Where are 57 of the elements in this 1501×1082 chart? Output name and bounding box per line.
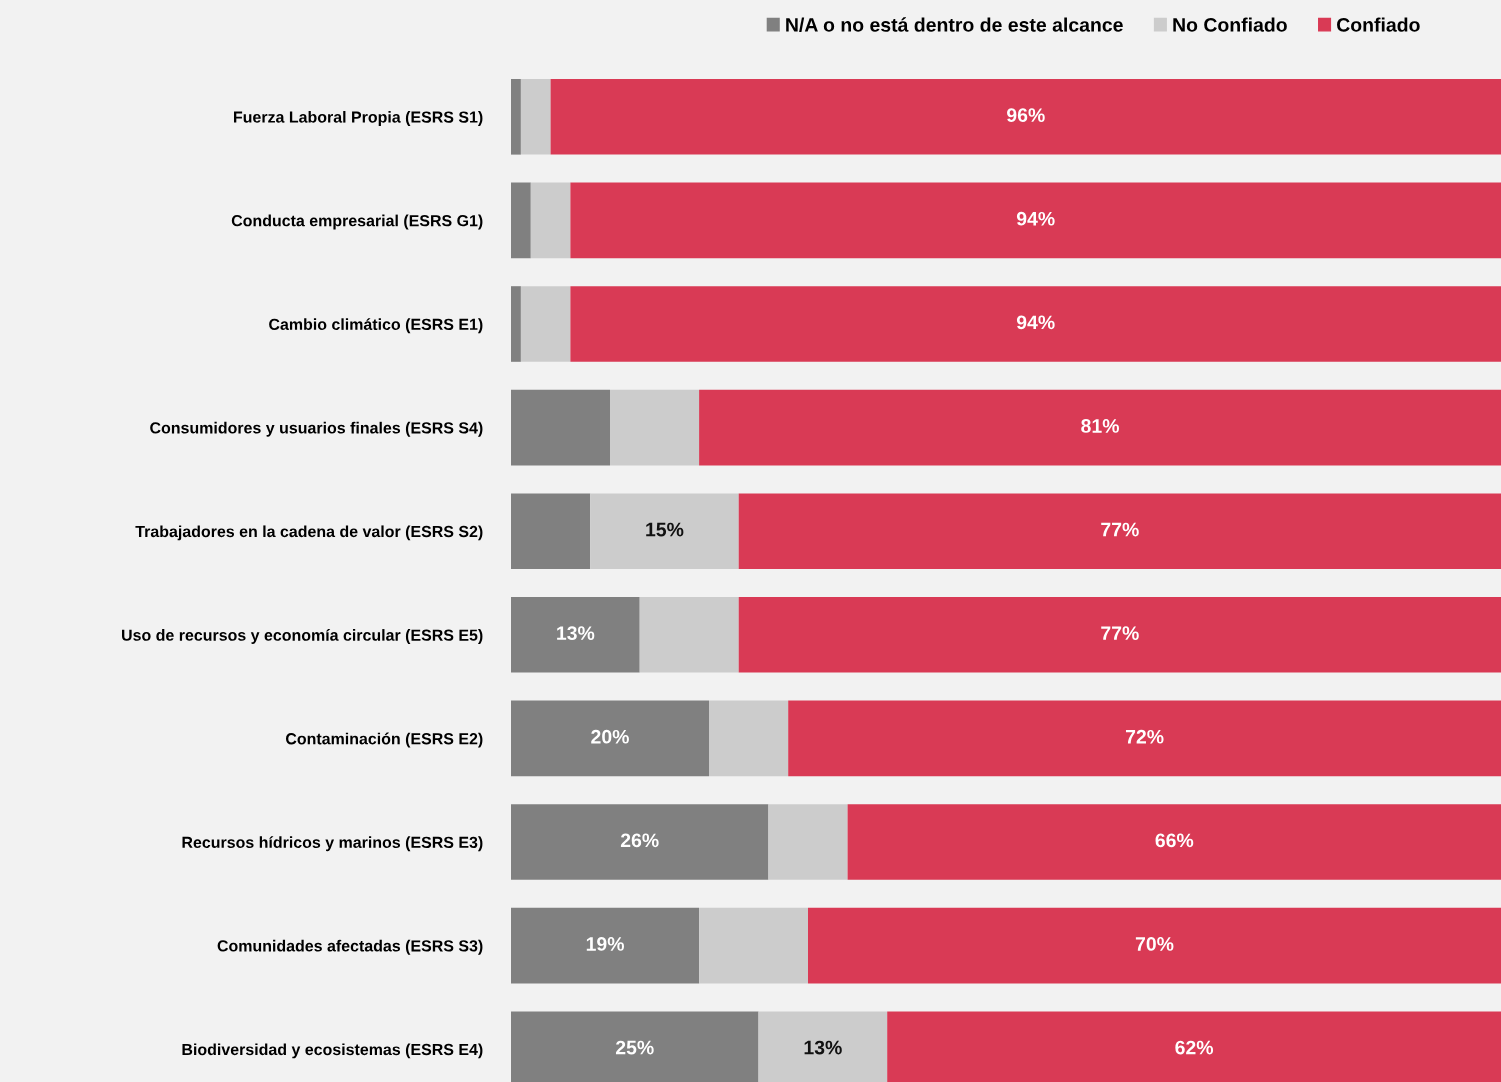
data-label: 62% xyxy=(1175,1040,1214,1055)
data-label: 70% xyxy=(1135,937,1174,951)
y-tick-label: Comunidades afectadas (ESRS S3) xyxy=(217,939,483,955)
data-label: 19% xyxy=(586,937,624,951)
bar xyxy=(709,700,789,777)
bar xyxy=(570,286,1501,362)
bar xyxy=(530,182,571,259)
bar xyxy=(520,78,551,155)
bar xyxy=(520,286,571,362)
data-label: 72% xyxy=(1125,729,1164,744)
bar xyxy=(511,182,531,259)
y-tick-label: Biodiversidad y ecosistemas (ESRS E4) xyxy=(182,1043,483,1059)
data-label: 20% xyxy=(591,729,629,744)
y-tick-label: Cambio climático (ESRS E1) xyxy=(269,318,483,334)
data-label: 94% xyxy=(1016,211,1055,226)
bar xyxy=(511,286,521,362)
bar xyxy=(847,804,1501,880)
data-label: 26% xyxy=(620,833,659,848)
bar xyxy=(511,78,521,155)
y-tick-label: Recursos hídricos y marinos (ESRS E3) xyxy=(182,836,483,852)
bar xyxy=(699,907,808,984)
data-label: 66% xyxy=(1155,833,1194,848)
bar xyxy=(511,389,610,466)
bar xyxy=(738,493,1501,570)
data-label: 94% xyxy=(1016,315,1055,330)
data-label: 15% xyxy=(646,522,684,537)
bar xyxy=(511,700,709,777)
data-label: 77% xyxy=(1101,522,1139,537)
data-label: 13% xyxy=(804,1040,842,1055)
bar xyxy=(570,182,1501,259)
bar xyxy=(699,389,1501,466)
legend-label: Confiado xyxy=(1337,17,1420,32)
bar xyxy=(738,596,1501,673)
legend-label: N/A o no está dentro de este alcance xyxy=(786,17,1123,32)
bar xyxy=(590,493,739,570)
y-tick-label: Contaminación (ESRS E2) xyxy=(285,732,483,748)
data-label: 81% xyxy=(1081,419,1119,433)
y-tick-label: Uso de recursos y economía circular (ESRS E5) xyxy=(122,628,483,644)
bar xyxy=(768,804,848,880)
data-label: 13% xyxy=(557,626,595,641)
data-label: 96% xyxy=(1007,108,1045,123)
bar xyxy=(511,596,640,673)
bar xyxy=(610,389,700,466)
data-label: 77% xyxy=(1101,626,1139,640)
bar xyxy=(511,907,700,984)
legend-label: No Confiado xyxy=(1173,17,1287,32)
bar xyxy=(808,907,1501,984)
bar xyxy=(511,804,769,880)
y-tick-label: Trabajadores en la cadena de valor (ESRS S2) xyxy=(135,525,483,541)
data-label: 25% xyxy=(615,1040,654,1055)
y-tick-label: Fuerza Laboral Propia (ESRS S1) xyxy=(234,111,483,126)
bar xyxy=(788,700,1501,777)
y-tick-label: Conducta empresarial (ESRS G1) xyxy=(231,214,483,230)
bar xyxy=(639,596,739,673)
bar xyxy=(511,493,591,570)
y-tick-label: Consumidores y usuarios finales (ESRS S4) xyxy=(150,421,483,437)
bar xyxy=(550,78,1501,155)
